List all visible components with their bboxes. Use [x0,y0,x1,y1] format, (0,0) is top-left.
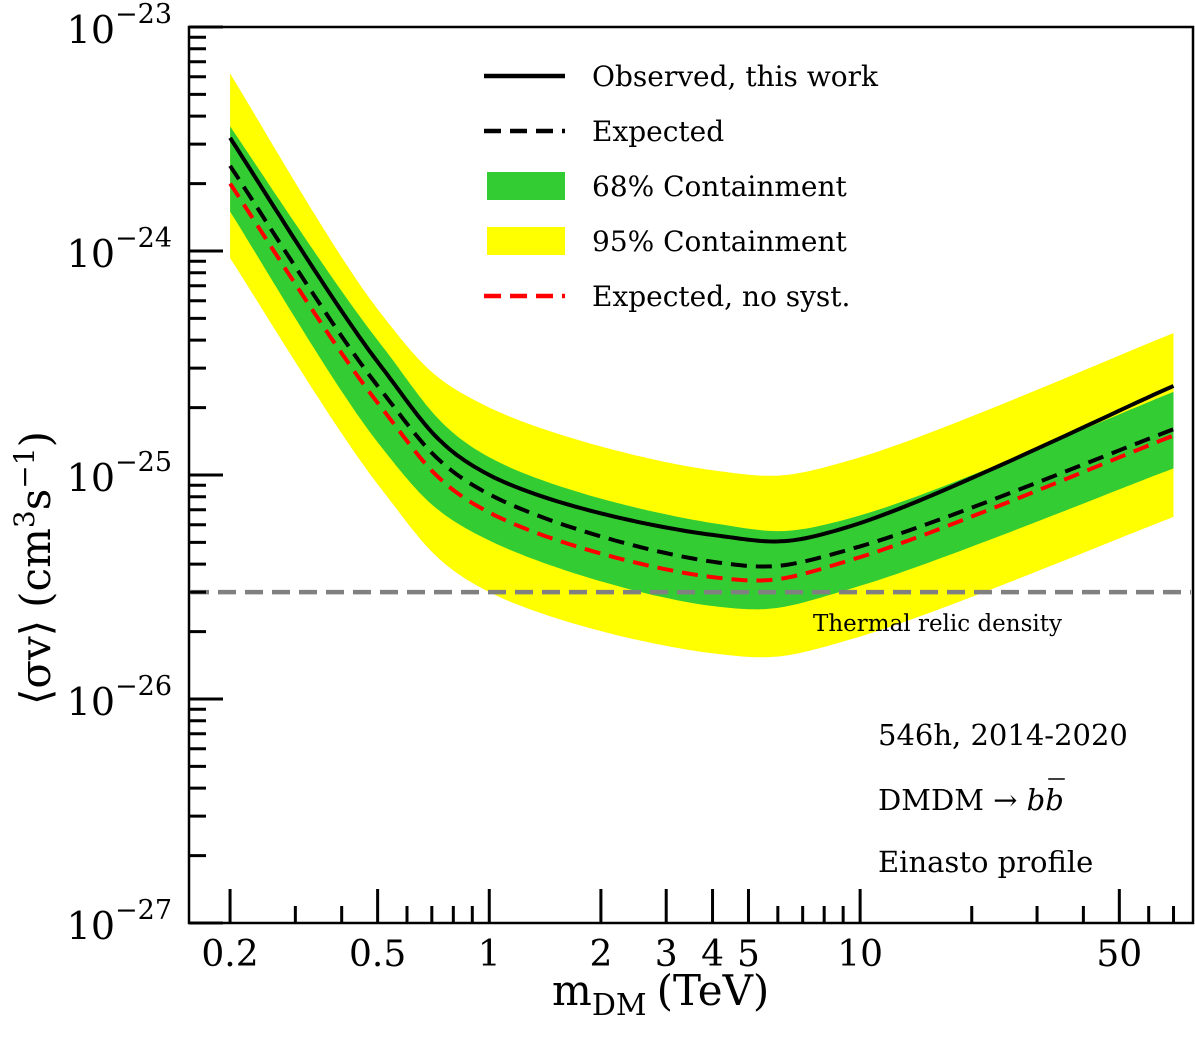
x-tick-label: 1 [478,934,501,975]
x-tick-label: 4 [701,934,724,975]
legend-68-containment-swatch [487,172,565,200]
legend-95-containment-swatch [487,227,565,255]
axes [187,25,1195,925]
expected-no-syst-line [228,182,1175,583]
y-tick-label-exp: −25 [115,447,172,478]
y-tick-label-base: 10 [67,8,115,52]
y-tick-label-exp: −26 [115,671,172,702]
legend-expected-label: Expected [592,115,724,148]
x-tick-label: 2 [589,934,612,975]
containment-bands [230,73,1174,658]
x-axis-title-sub: DM [592,988,647,1023]
y-tick-label: 10−26 [67,671,172,724]
expected-line [228,164,1175,569]
y-tick-label-base: 10 [67,232,115,276]
x-tick-labels: 0.2 0.5 1 2 3 4 5 10 50 [201,934,1142,975]
y-axis-title-bracket: ⟨σv⟩ [11,620,60,705]
legend-observed-entry: Observed, this work [484,60,879,93]
y-tick-label: 10−24 [67,223,172,276]
y-tick-label-exp: −27 [115,895,172,926]
limit-curves [228,136,1175,583]
annotation-channel-b: b [1027,783,1046,817]
y-axis-title-s: s [11,489,60,511]
annotation-profile: Einasto profile [878,845,1093,879]
legend-expected-no-syst-label: Expected, no syst. [592,280,850,313]
annotation-channel: DMDM → bb [878,783,1064,817]
observed-line [228,136,1175,544]
legend-expected-no-syst-entry: Expected, no syst. [484,280,850,313]
y-tick-label-base: 10 [67,904,115,948]
y-tick-label-exp: −24 [115,223,172,254]
y-axis-title-exp3: 3 [8,510,41,528]
y-axis-title: ⟨σv⟩ (cm3s−1) [8,431,60,705]
legend-68-containment-label: 68% Containment [592,170,848,203]
annotation-exposure: 546h, 2014-2020 [878,718,1128,752]
x-tick-label: 0.2 [201,934,258,975]
x-tick-label: 10 [837,934,883,975]
y-tick-label-base: 10 [67,680,115,724]
x-axis-title-unit: (TeV) [657,966,770,1015]
y-axis-title-exp-neg1: −1 [8,447,41,488]
x-tick-label: 50 [1096,934,1142,975]
annotations: 546h, 2014-2020 DMDM → bb Einasto profil… [878,718,1128,879]
y-tick-label: 10−23 [67,0,172,52]
legend-observed-label: Observed, this work [592,60,879,93]
x-axis-title: mDM (TeV) [552,966,769,1023]
x-axis-title-main: m [552,966,592,1015]
band-68-containment [230,126,1174,610]
x-tick-label: 0.5 [349,934,406,975]
legend-95-containment-entry: 95% Containment [487,225,848,258]
y-tick-label: 10−27 [67,895,172,948]
legend-expected-entry: Expected [484,115,724,148]
legend-68-containment-entry: 68% Containment [487,170,848,203]
legend-95-containment-label: 95% Containment [592,225,848,258]
annotation-channel-prefix: DMDM → [878,783,1027,817]
annotation-channel-bbar: b [1045,783,1064,817]
thermal-relic-label: Thermal relic density [813,611,1062,637]
y-tick-label-exp: −23 [115,0,172,30]
y-tick-label-base: 10 [67,456,115,500]
x-tick-label: 5 [737,934,760,975]
y-axis-title-close: ) [11,431,60,447]
x-tick-label: 3 [655,934,678,975]
y-tick-label: 10−25 [67,447,172,500]
legend: Observed, this work Expected 68% Containme… [484,60,879,313]
y-axis-title-unit: (cm [11,528,60,608]
